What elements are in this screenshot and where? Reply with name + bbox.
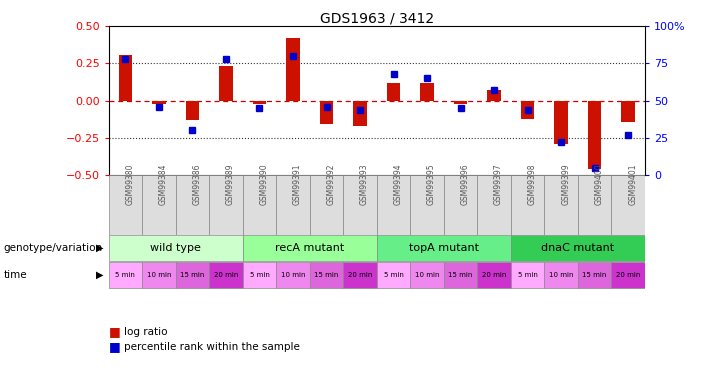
Bar xyxy=(253,100,266,104)
Bar xyxy=(343,175,377,235)
Bar xyxy=(219,66,233,100)
Text: GSM99398: GSM99398 xyxy=(528,163,536,205)
Bar xyxy=(554,100,568,144)
Text: GSM99395: GSM99395 xyxy=(427,163,436,205)
Bar xyxy=(109,175,142,235)
Text: 10 min: 10 min xyxy=(147,272,171,278)
Bar xyxy=(310,262,343,288)
Text: GSM99397: GSM99397 xyxy=(494,163,503,205)
Text: 15 min: 15 min xyxy=(449,272,472,278)
Text: GSM99400: GSM99400 xyxy=(594,163,604,205)
Bar xyxy=(276,262,310,288)
Title: GDS1963 / 3412: GDS1963 / 3412 xyxy=(320,11,434,25)
Bar xyxy=(410,262,444,288)
Bar xyxy=(477,175,511,235)
Text: ▶: ▶ xyxy=(96,243,104,253)
Bar xyxy=(477,262,511,288)
Bar xyxy=(521,100,534,118)
Bar xyxy=(611,262,645,288)
Bar xyxy=(109,235,243,261)
Bar xyxy=(511,262,545,288)
Text: GSM99384: GSM99384 xyxy=(159,163,168,205)
Text: 5 min: 5 min xyxy=(116,272,135,278)
Text: wild type: wild type xyxy=(150,243,201,253)
Bar xyxy=(118,54,132,100)
Bar xyxy=(186,100,199,120)
Text: time: time xyxy=(4,270,27,280)
Bar xyxy=(209,262,243,288)
Bar xyxy=(545,175,578,235)
Text: 10 min: 10 min xyxy=(549,272,573,278)
Bar xyxy=(377,235,511,261)
Bar xyxy=(611,175,645,235)
Text: topA mutant: topA mutant xyxy=(409,243,479,253)
Text: GSM99394: GSM99394 xyxy=(393,163,402,205)
Bar xyxy=(276,175,310,235)
Text: GSM99399: GSM99399 xyxy=(561,163,570,205)
Text: genotype/variation: genotype/variation xyxy=(4,243,102,253)
Bar xyxy=(421,83,434,100)
Text: percentile rank within the sample: percentile rank within the sample xyxy=(124,342,300,352)
Text: GSM99396: GSM99396 xyxy=(461,163,470,205)
Bar xyxy=(511,175,545,235)
Bar xyxy=(511,235,645,261)
Bar xyxy=(286,38,300,101)
Bar xyxy=(243,175,276,235)
Bar xyxy=(454,100,468,104)
Text: 20 min: 20 min xyxy=(482,272,506,278)
Bar xyxy=(410,175,444,235)
Bar xyxy=(578,262,611,288)
Bar xyxy=(622,100,635,122)
Text: ■: ■ xyxy=(109,340,121,353)
Bar xyxy=(545,262,578,288)
Bar xyxy=(343,262,377,288)
Text: 5 min: 5 min xyxy=(250,272,269,278)
Bar xyxy=(243,262,276,288)
Text: ■: ■ xyxy=(109,326,121,338)
Text: GSM99391: GSM99391 xyxy=(293,163,302,205)
Text: GSM99389: GSM99389 xyxy=(226,163,235,205)
Text: 5 min: 5 min xyxy=(383,272,404,278)
Text: 5 min: 5 min xyxy=(517,272,538,278)
Bar xyxy=(142,262,176,288)
Bar xyxy=(377,175,410,235)
Bar xyxy=(444,175,477,235)
Bar xyxy=(243,235,377,261)
Bar xyxy=(109,262,142,288)
Text: GSM99401: GSM99401 xyxy=(628,163,637,205)
Bar xyxy=(209,175,243,235)
Bar xyxy=(377,262,410,288)
Bar xyxy=(176,175,209,235)
Text: 20 min: 20 min xyxy=(214,272,238,278)
Bar xyxy=(310,175,343,235)
Text: GSM99393: GSM99393 xyxy=(360,163,369,205)
Text: dnaC mutant: dnaC mutant xyxy=(541,243,615,253)
Text: 10 min: 10 min xyxy=(415,272,440,278)
Bar xyxy=(444,262,477,288)
Bar xyxy=(387,83,400,100)
Text: 15 min: 15 min xyxy=(583,272,607,278)
Text: log ratio: log ratio xyxy=(124,327,168,337)
Bar xyxy=(588,100,601,169)
Bar xyxy=(353,100,367,126)
Text: 15 min: 15 min xyxy=(180,272,205,278)
Text: recA mutant: recA mutant xyxy=(275,243,344,253)
Bar xyxy=(487,90,501,101)
Bar xyxy=(152,100,165,104)
Text: 10 min: 10 min xyxy=(280,272,305,278)
Text: ▶: ▶ xyxy=(96,270,104,280)
Text: 20 min: 20 min xyxy=(616,272,640,278)
Text: GSM99386: GSM99386 xyxy=(193,163,201,205)
Text: 15 min: 15 min xyxy=(314,272,339,278)
Text: GSM99390: GSM99390 xyxy=(259,163,268,205)
Bar xyxy=(142,175,176,235)
Bar xyxy=(320,100,333,124)
Text: 20 min: 20 min xyxy=(348,272,372,278)
Bar xyxy=(176,262,209,288)
Text: GSM99380: GSM99380 xyxy=(125,163,135,205)
Text: GSM99392: GSM99392 xyxy=(327,163,336,205)
Bar xyxy=(578,175,611,235)
